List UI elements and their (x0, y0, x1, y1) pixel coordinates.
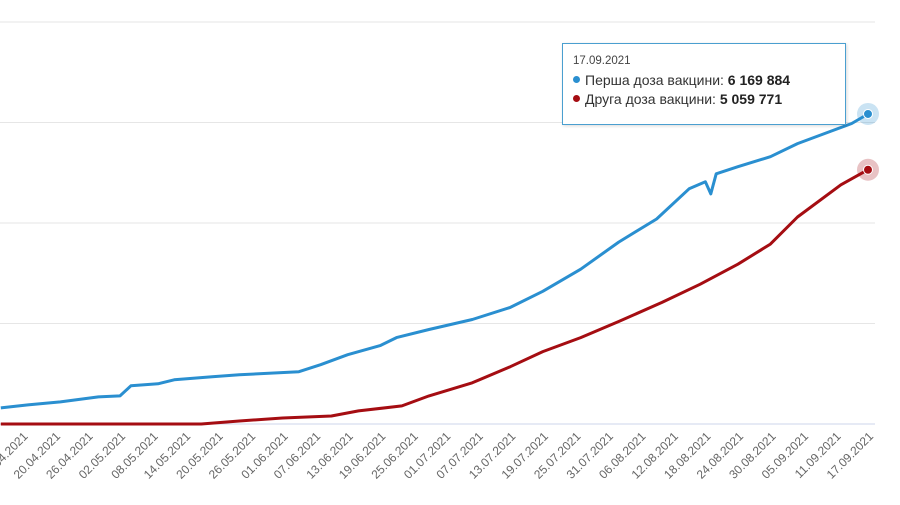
second-dose-dot-icon (573, 95, 580, 102)
tooltip-value: 5 059 771 (719, 91, 783, 107)
tooltip-date: 17.09.2021 (573, 55, 631, 67)
series-lines (0, 112, 869, 426)
tooltip-label: Друга доза вакцини: (585, 91, 720, 107)
data-point-marker[interactable] (863, 164, 873, 175)
data-point-marker[interactable] (863, 108, 873, 119)
tooltip-row-second-dose: Друга доза вакцини: 5 059 771 (573, 91, 835, 107)
tooltip-row-first-dose: Перша доза вакцини: 6 169 884 (573, 72, 835, 88)
tooltip-label: Перша доза вакцини: (585, 72, 728, 88)
series-line-1 (0, 112, 869, 410)
tooltip-value: 6 169 884 (727, 72, 791, 88)
tooltip: 17.09.2021 Перша доза вакцини: 6 169 884… (562, 43, 846, 125)
series-line-2 (0, 168, 869, 426)
hover-markers (857, 102, 879, 181)
x-axis-tick-labels: 08.04.202114.04.202120.04.202126.04.2021… (0, 429, 876, 482)
first-dose-dot-icon (573, 76, 580, 83)
